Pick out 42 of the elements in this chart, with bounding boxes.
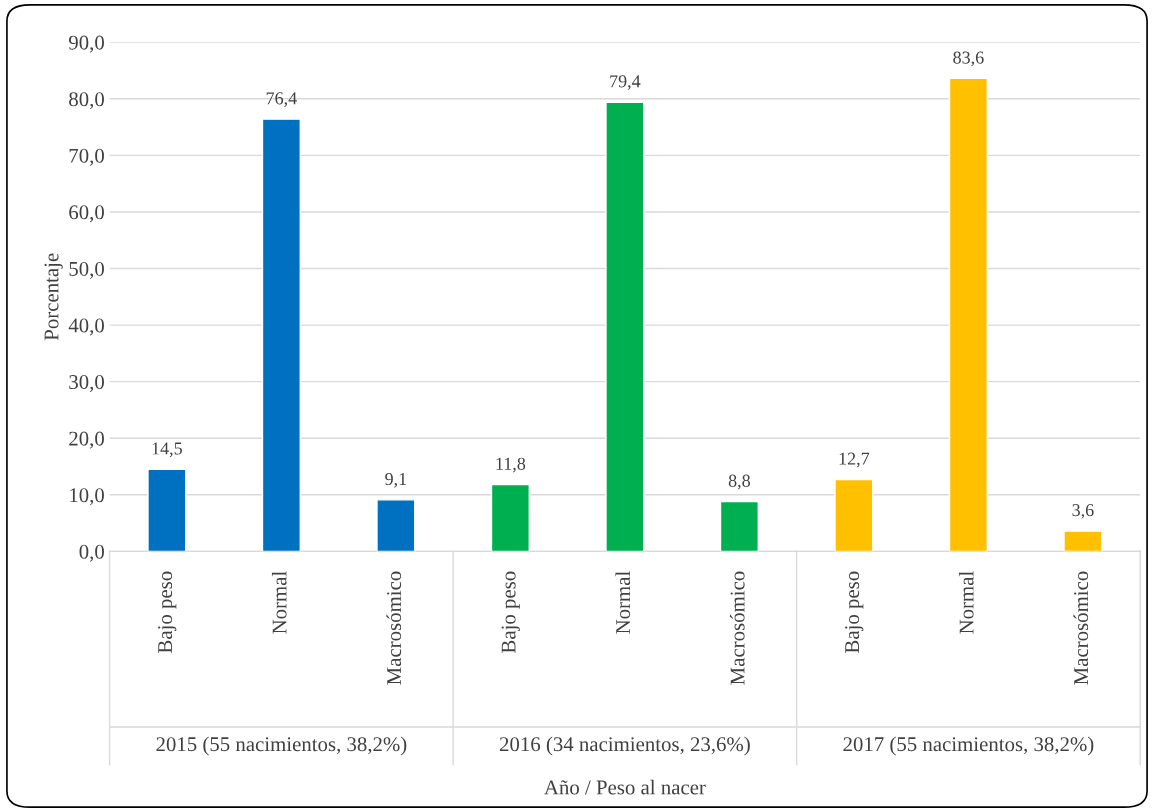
x-tick-label: Macrosómico — [1073, 571, 1089, 685]
y-tick-label: 50,0 — [69, 261, 104, 279]
bar — [605, 101, 645, 552]
data-label: 79,4 — [610, 75, 641, 91]
x-tick-label: Normal — [271, 571, 287, 634]
y-tick-label: 70,0 — [69, 148, 104, 166]
text: 2017 (55 nacimientos, 38,2%) — [843, 736, 1094, 756]
x-axis-title: Año / Peso al nacer — [544, 779, 706, 795]
bar — [948, 77, 988, 552]
data-label: 3,6 — [1072, 504, 1094, 519]
y-tick-label: 80,0 — [69, 92, 104, 110]
bar — [147, 468, 187, 552]
x-tick-label: Normal — [958, 571, 974, 634]
x-tick-label: Macrosómico — [729, 571, 745, 685]
bar — [834, 478, 874, 552]
bar — [490, 483, 530, 552]
y-tick-label: 10,0 — [70, 488, 104, 506]
y-tick-label: 0,0 — [79, 544, 104, 562]
y-tick-label: 40,0 — [68, 318, 104, 336]
x-tick-label: Macrosómico — [386, 571, 402, 685]
data-label: 11,8 — [496, 457, 526, 473]
data-label: 83,6 — [953, 51, 984, 67]
data-label: 14,5 — [152, 442, 182, 458]
y-tick-label: 90,0 — [68, 35, 104, 53]
text: 2016 (34 nacimientos, 23,6%) — [499, 736, 750, 756]
bar — [261, 118, 301, 552]
bar — [376, 499, 416, 552]
x-tick-label: Bajo peso — [158, 571, 177, 653]
data-label: 12,7 — [839, 452, 870, 468]
bar — [1063, 530, 1103, 552]
y-tick-label: 60,0 — [69, 205, 104, 223]
bar — [719, 500, 759, 552]
data-label: 9,1 — [385, 472, 407, 488]
data-label: 76,4 — [266, 92, 297, 107]
text: 2015 (55 nacimientos, 38,2%) — [156, 736, 407, 756]
y-axis-title: Porcentaje — [44, 253, 63, 341]
x-tick-label: Bajo peso — [501, 571, 520, 653]
y-tick-label: 30,0 — [69, 375, 104, 393]
x-tick-label: Bajo peso — [845, 571, 864, 653]
data-label: 8,8 — [728, 474, 750, 490]
y-tick-label: 20,0 — [69, 431, 104, 449]
x-tick-label: Normal — [615, 571, 631, 634]
